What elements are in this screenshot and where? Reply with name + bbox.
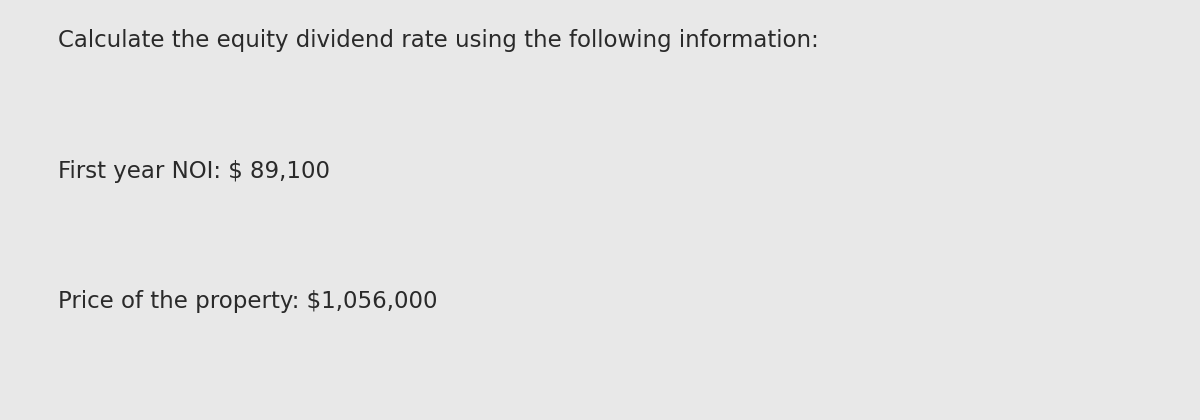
Text: Calculate the equity dividend rate using the following information:: Calculate the equity dividend rate using… (58, 29, 818, 52)
Text: Price of the property: $1,056,000: Price of the property: $1,056,000 (58, 290, 437, 313)
Text: First year NOI: $ 89,100: First year NOI: $ 89,100 (58, 160, 330, 183)
